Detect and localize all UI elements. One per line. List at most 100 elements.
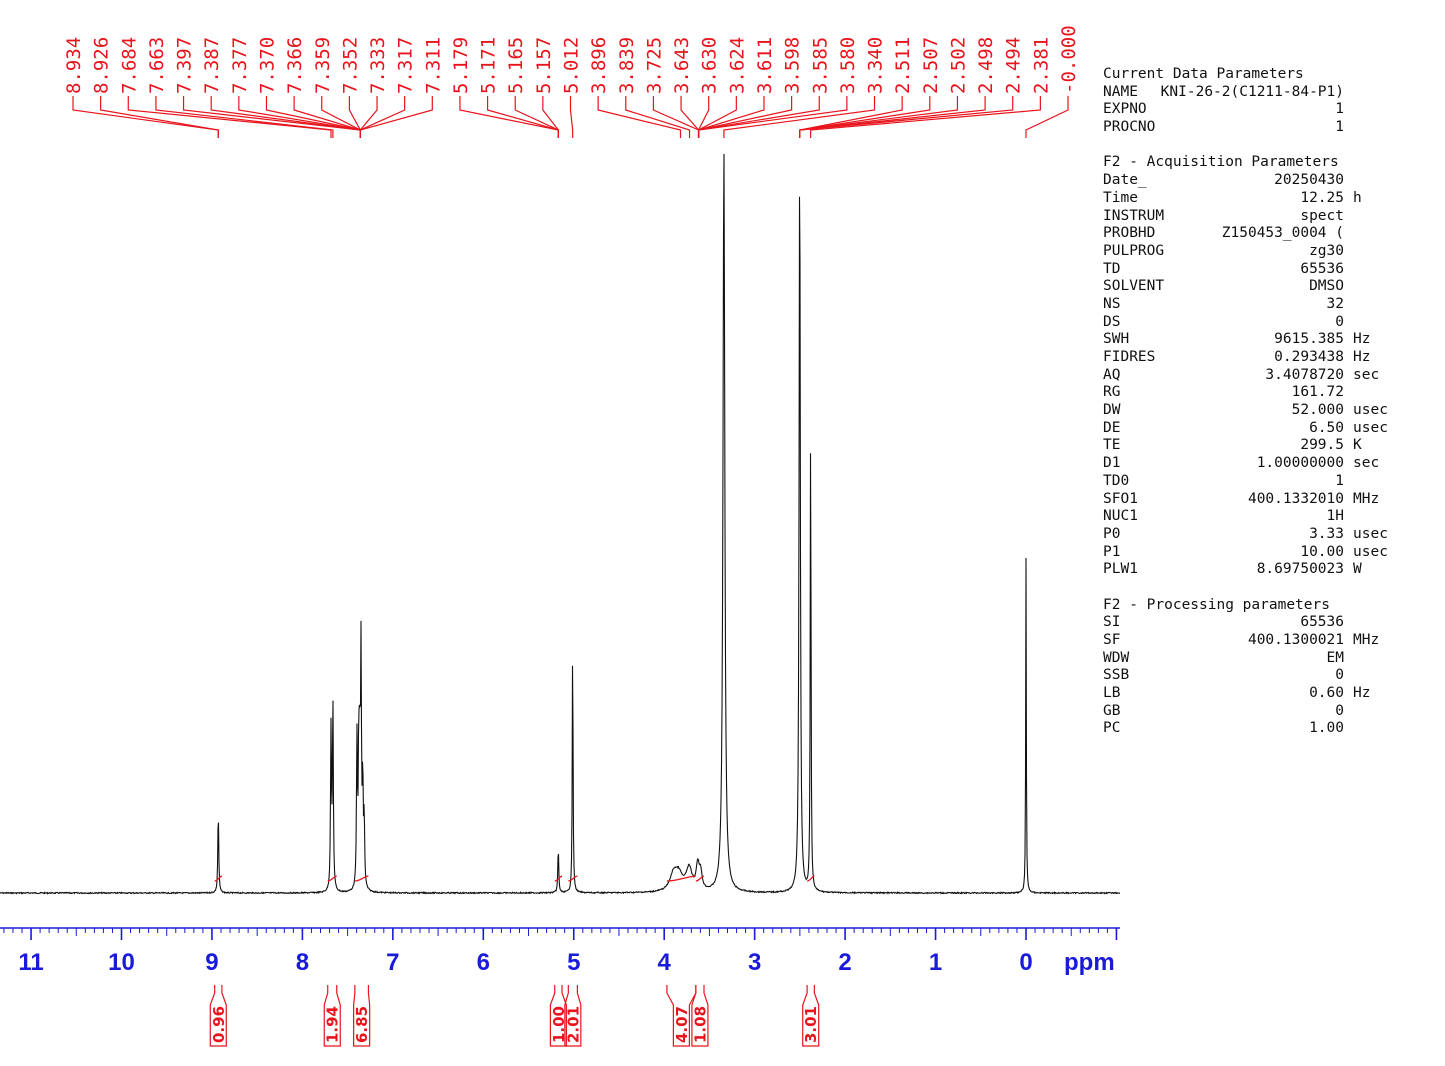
parameter-key: TE [1103,437,1121,454]
parameter-row: FIDRES 0.293438 Hz [1103,349,1433,367]
integral-label: 0.96 [210,1006,228,1043]
parameter-key: PULPROG [1103,242,1165,259]
peak-leader-line [810,96,1041,138]
peak-leader-line [652,96,700,138]
integral-bracket [691,985,709,1047]
parameter-key: SWH [1103,331,1130,348]
integral-label: 3.01 [802,1006,820,1043]
parameter-key: PC [1103,720,1121,737]
x-tick-label: 0 [1019,949,1032,976]
parameter-key: P0 [1103,525,1121,542]
peak-label: 3.580 [837,37,859,94]
integral-bracket [564,985,582,1047]
peak-leader-line [569,96,574,138]
parameter-unit: usec [1353,419,1388,436]
peak-leader-line [542,96,559,138]
peak-leader-line [697,96,710,138]
parameter-row: TE 299.5 K [1103,437,1433,455]
parameter-row: GB 0 [1103,703,1433,721]
peak-leader-line [697,96,848,138]
integral-label: 6.85 [353,1006,371,1043]
parameter-key: GB [1103,702,1121,719]
peak-label: 3.630 [699,37,721,94]
parameter-unit: sec [1353,455,1380,472]
parameter-key: WDW [1103,649,1130,666]
peak-label: 7.359 [312,37,334,94]
peak-leader-line [359,96,433,138]
parameter-row: PLW1 8.69750023 W [1103,561,1433,579]
peak-leader-line [100,96,219,138]
peak-leader-line [597,96,682,138]
parameter-key: NUC1 [1103,508,1138,525]
parameter-value: 1.00000000 [1256,455,1344,472]
parameter-row: PROBHD Z150453_0004 ( [1103,225,1433,243]
parameter-group: Current Data Parameters NAME KNI-26-2(C121… [1103,66,1433,137]
parameter-value: 400.1332010 [1247,490,1344,507]
parameter-row: P1 10.00 usec [1103,544,1433,562]
parameter-key: P1 [1103,543,1121,560]
peak-label: 3.839 [616,37,638,94]
x-axis: 11 10 9 8 7 6 5 4 3 2 1 0 ppm [0,927,1120,976]
parameter-row: NUC1 1H [1103,508,1433,526]
parameter-key: PLW1 [1103,561,1138,578]
parameter-key: SOLVENT [1103,278,1165,295]
peak-label: 2.494 [1003,37,1025,94]
parameter-group: F2 - Processing parameters SI 65536 SF 400.1… [1103,597,1433,739]
peak-leader-line [321,96,361,138]
parameter-row: SWH 9615.385 Hz [1103,331,1433,349]
peak-leader-line [459,96,559,138]
parameter-key: FIDRES [1103,349,1156,366]
parameter-value: 65536 [1300,614,1344,631]
parameter-row: TD0 1 [1103,473,1433,491]
parameter-unit: Hz [1353,331,1371,348]
parameter-value: 20250430 [1274,172,1344,189]
peak-leader-line [182,96,361,138]
peak-label: 8.926 [91,37,113,94]
integral-curve [807,875,815,882]
parameter-key: SFO1 [1103,490,1138,507]
parameter-value: 299.5 [1300,437,1344,454]
peak-leader-line [155,96,334,138]
parameter-key: DE [1103,419,1121,436]
parameter-value: 1 [1335,101,1344,118]
parameter-value: 3.4078720 [1265,366,1344,383]
parameter-key: EXPNO [1103,101,1147,118]
parameter-key: DS [1103,313,1121,330]
integral-curve [695,875,705,882]
x-tick-label: 7 [386,949,399,976]
peak-leader-line [625,96,691,138]
parameter-key: SSB [1103,667,1130,684]
parameter-row: SFO1 400.1332010 MHz [1103,491,1433,509]
x-axis-unit-label: ppm [1064,949,1115,976]
parameter-value: 6.50 [1309,419,1344,436]
parameter-unit: usec [1353,525,1388,542]
parameter-key: TD [1103,260,1121,277]
parameter-value: 9615.385 [1274,331,1344,348]
integral-bracket [802,985,820,1047]
integral-label: 2.01 [564,1006,582,1043]
peak-label: 3.340 [865,37,887,94]
integral-label: 1.00 [550,1006,568,1043]
peak-leader-line [210,96,361,138]
peak-label: 5.012 [561,37,583,94]
parameter-key: Date_ [1103,172,1147,189]
parameter-value: 1 [1335,472,1344,489]
x-tick-label: 8 [296,949,309,976]
parameter-key: DW [1103,402,1121,419]
acquisition-parameters-panel: Current Data Parameters NAME KNI-26-2(C121… [1103,66,1433,756]
x-tick-label: 3 [748,949,761,976]
parameter-unit: Hz [1353,685,1371,702]
peak-label-layer: 8.934 8.926 7.684 7.663 7.397 7.387 7.377 7.370… [63,25,1080,138]
peak-label: 2.507 [920,37,942,94]
parameter-row: DS 0 [1103,314,1433,332]
parameter-value: zg30 [1309,242,1344,259]
peak-label: 5.157 [533,37,555,94]
parameter-value: 1 [1335,119,1344,136]
x-tick-label: 1 [929,949,942,976]
parameter-row: INSTRUM spect [1103,208,1433,226]
parameter-key: PROCNO [1103,119,1156,136]
parameter-value: 10.00 [1300,543,1344,560]
parameter-unit: MHz [1353,632,1380,649]
parameter-row: EXPNO 1 [1103,101,1433,119]
